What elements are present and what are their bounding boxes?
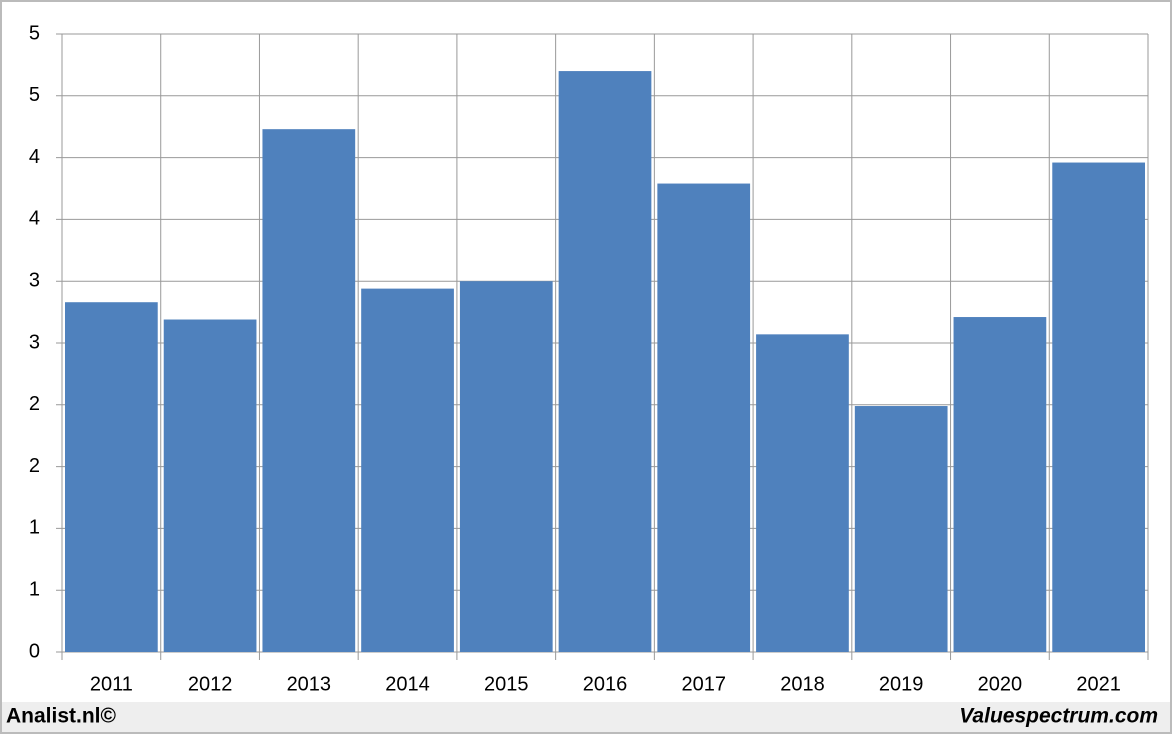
bar — [657, 183, 751, 652]
bar — [953, 317, 1047, 652]
bar — [459, 281, 553, 652]
y-tick-label: 5 — [29, 22, 40, 44]
y-tick-label: 4 — [29, 146, 40, 168]
y-tick-label: 3 — [29, 269, 40, 291]
x-tick-label: 2014 — [385, 673, 430, 695]
bar — [262, 129, 356, 652]
credit-text: Valuespectrum.com — [959, 705, 1158, 728]
x-tick-label: 2021 — [1076, 673, 1121, 695]
x-tick-label: 2020 — [978, 673, 1023, 695]
x-tick-label: 2013 — [287, 673, 332, 695]
x-tick-label: 2019 — [879, 673, 924, 695]
bar — [854, 406, 948, 652]
y-tick-label: 4 — [29, 208, 40, 230]
y-tick-label: 1 — [29, 578, 40, 600]
x-tick-label: 2017 — [681, 673, 726, 695]
source-text: Analist.nl© — [6, 705, 117, 728]
bar — [756, 334, 849, 652]
y-tick-label: 0 — [29, 640, 40, 662]
bar — [65, 302, 158, 652]
y-tick-label: 5 — [29, 84, 40, 106]
y-tick-label: 2 — [29, 393, 40, 415]
x-tick-label: 2016 — [583, 673, 628, 695]
y-tick-label: 2 — [29, 455, 40, 477]
x-tick-label: 2018 — [780, 673, 825, 695]
y-tick-label: 1 — [29, 517, 40, 539]
x-tick-label: 2015 — [484, 673, 529, 695]
bar — [1052, 162, 1145, 652]
x-tick-label: 2011 — [90, 673, 133, 695]
bar — [558, 71, 652, 652]
bar — [163, 319, 257, 652]
x-tick-label: 2012 — [188, 673, 233, 695]
y-tick-label: 3 — [29, 331, 40, 353]
bar — [361, 288, 454, 652]
footer-strip — [2, 702, 1170, 732]
